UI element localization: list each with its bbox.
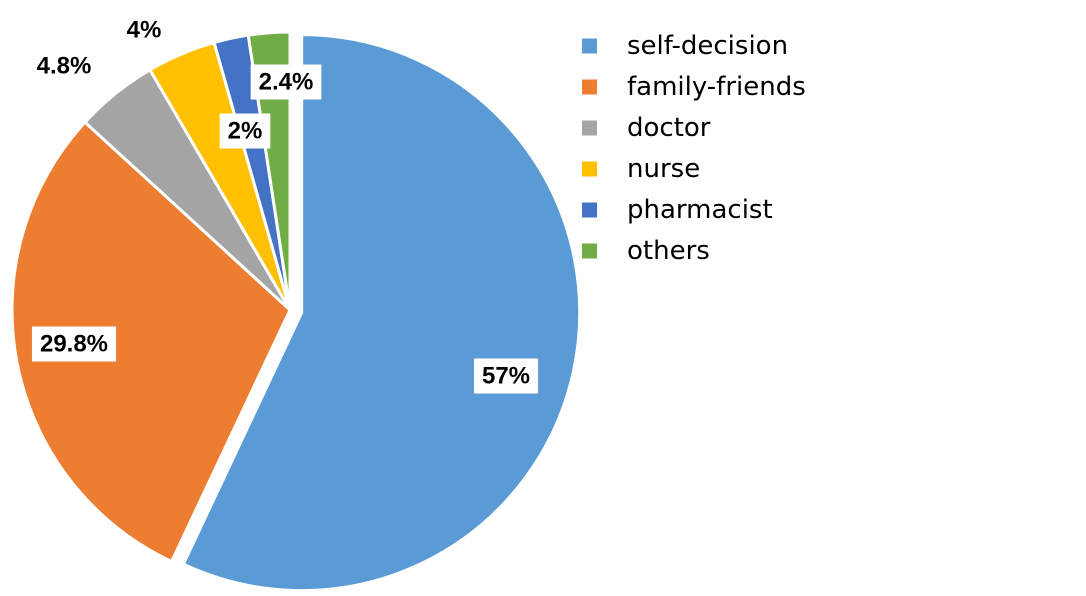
legend-label: pharmacist [627,195,773,225]
data-label-text: 4.8% [37,53,92,80]
legend: self-decision family-friends doctor nurse ph… [582,31,806,266]
legend-item-pharmacist: pharmacist [582,195,773,225]
pie-slices [10,30,582,593]
legend-item-self-decision: self-decision [582,31,788,61]
legend-item-others: others [582,236,710,266]
legend-label: nurse [627,154,700,184]
data-label-text: 57% [482,363,530,390]
pie-slice-self-decision [181,33,582,593]
legend-label: family-friends [627,72,806,102]
data-label-family-friends: 29.8% [31,326,117,362]
legend-item-doctor: doctor [582,113,711,143]
legend-swatch [582,161,597,177]
data-label-box [473,358,539,394]
legend-label: doctor [627,113,711,143]
data-label-text: 29.8% [40,331,108,358]
legend-label: others [627,236,710,266]
data-label-text: 4% [127,17,162,44]
data-label-text: 2.4% [259,69,314,96]
data-label-text: 2% [228,118,263,145]
legend-item-nurse: nurse [582,154,700,184]
legend-label: self-decision [627,31,788,61]
data-label-box [250,64,322,100]
pie-slice-others [246,30,292,312]
legend-swatch [582,79,597,95]
legend-swatch [582,38,597,54]
legend-swatch [582,202,597,218]
legend-item-family-friends: family-friends [582,72,806,102]
legend-swatch [582,243,597,259]
data-label-box [219,113,271,149]
data-label-nurse: 4% [127,17,162,44]
pie-data-labels: 57% 29.8% 4.8% 4% 2% 2.4% [31,17,539,394]
data-label-pharmacist: 2% [219,113,271,149]
data-label-others: 2.4% [250,64,322,100]
legend-swatch [582,120,597,136]
data-label-doctor: 4.8% [37,53,92,80]
data-label-box [31,326,117,362]
pie-slice-family-friends [10,120,292,564]
data-label-self-decision: 57% [473,358,539,394]
